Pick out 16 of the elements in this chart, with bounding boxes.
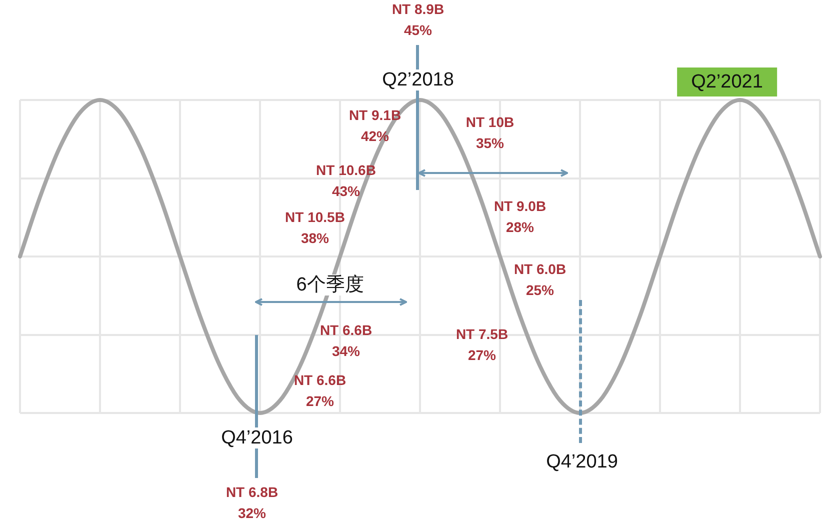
text: Q4’2019	[543, 452, 621, 472]
text: NT 6.8B 32%	[226, 483, 278, 523]
annotation: NT 7.5B 27%	[456, 325, 508, 365]
annotation: NT 6.0B 25%	[514, 260, 566, 300]
annotation: NT 10.6B 43%	[316, 161, 376, 201]
annotation: NT 9.0B 28%	[494, 197, 546, 237]
text: NT 8.9B 45%	[392, 0, 444, 40]
text: Q2’2018	[379, 70, 457, 90]
annotation: NT 10B 35%	[466, 113, 514, 153]
annotation: NT 6.6B 34%	[320, 321, 372, 361]
annotation: NT 10.5B 38%	[285, 208, 345, 248]
text: Q2’2021	[677, 68, 777, 96]
text: Q4’2016	[218, 428, 296, 448]
annotation: 6个季度	[293, 274, 367, 296]
annotation: NT 6.6B 27%	[294, 371, 346, 411]
annotation: NT 9.1B 42%	[348, 106, 402, 146]
